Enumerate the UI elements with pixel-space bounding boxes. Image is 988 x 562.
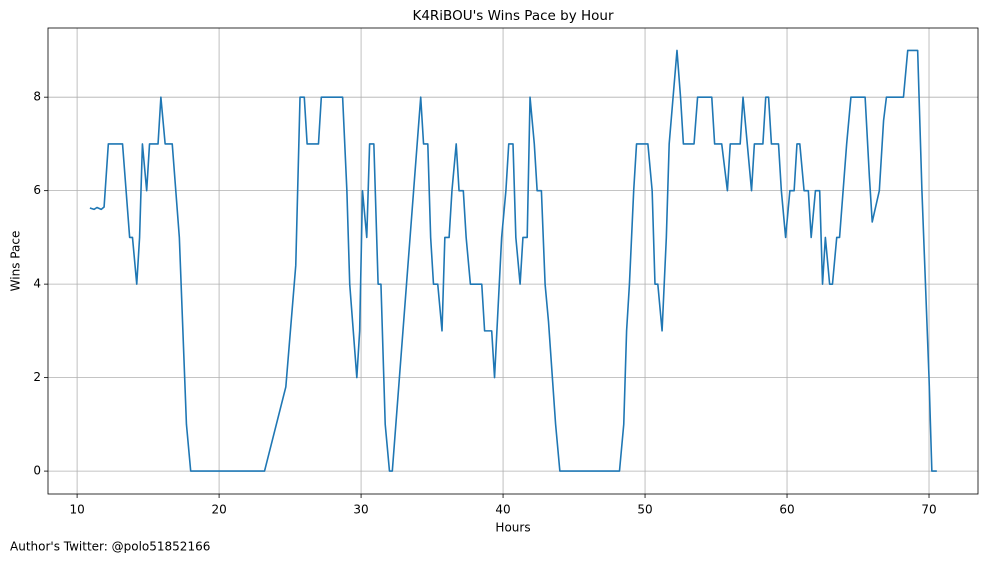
x-tick-label: 20 [211, 503, 226, 517]
plot-frame [47, 27, 979, 495]
x-tick-label: 30 [353, 503, 368, 517]
x-axis-label: Hours [495, 521, 530, 535]
y-tick-label: 0 [33, 464, 41, 478]
x-tick-label: 60 [779, 503, 794, 517]
data-line [89, 49, 937, 472]
footer: Author's Twitter: @polo51852166 [10, 540, 210, 554]
x-tick-label: 50 [637, 503, 652, 517]
x-tick-label: 70 [921, 503, 936, 517]
y-tick-label: 8 [33, 90, 41, 104]
chart-title: K4RiBOU's Wins Pace by Hour [412, 8, 613, 24]
x-tick-label: 40 [495, 503, 510, 517]
y-tick-label: 6 [33, 183, 41, 197]
y-tick-label: 2 [33, 370, 41, 384]
y-tick-label: 4 [33, 277, 41, 291]
y-axis-label: Wins Pace [9, 231, 23, 292]
x-tick-label: 10 [69, 503, 84, 517]
